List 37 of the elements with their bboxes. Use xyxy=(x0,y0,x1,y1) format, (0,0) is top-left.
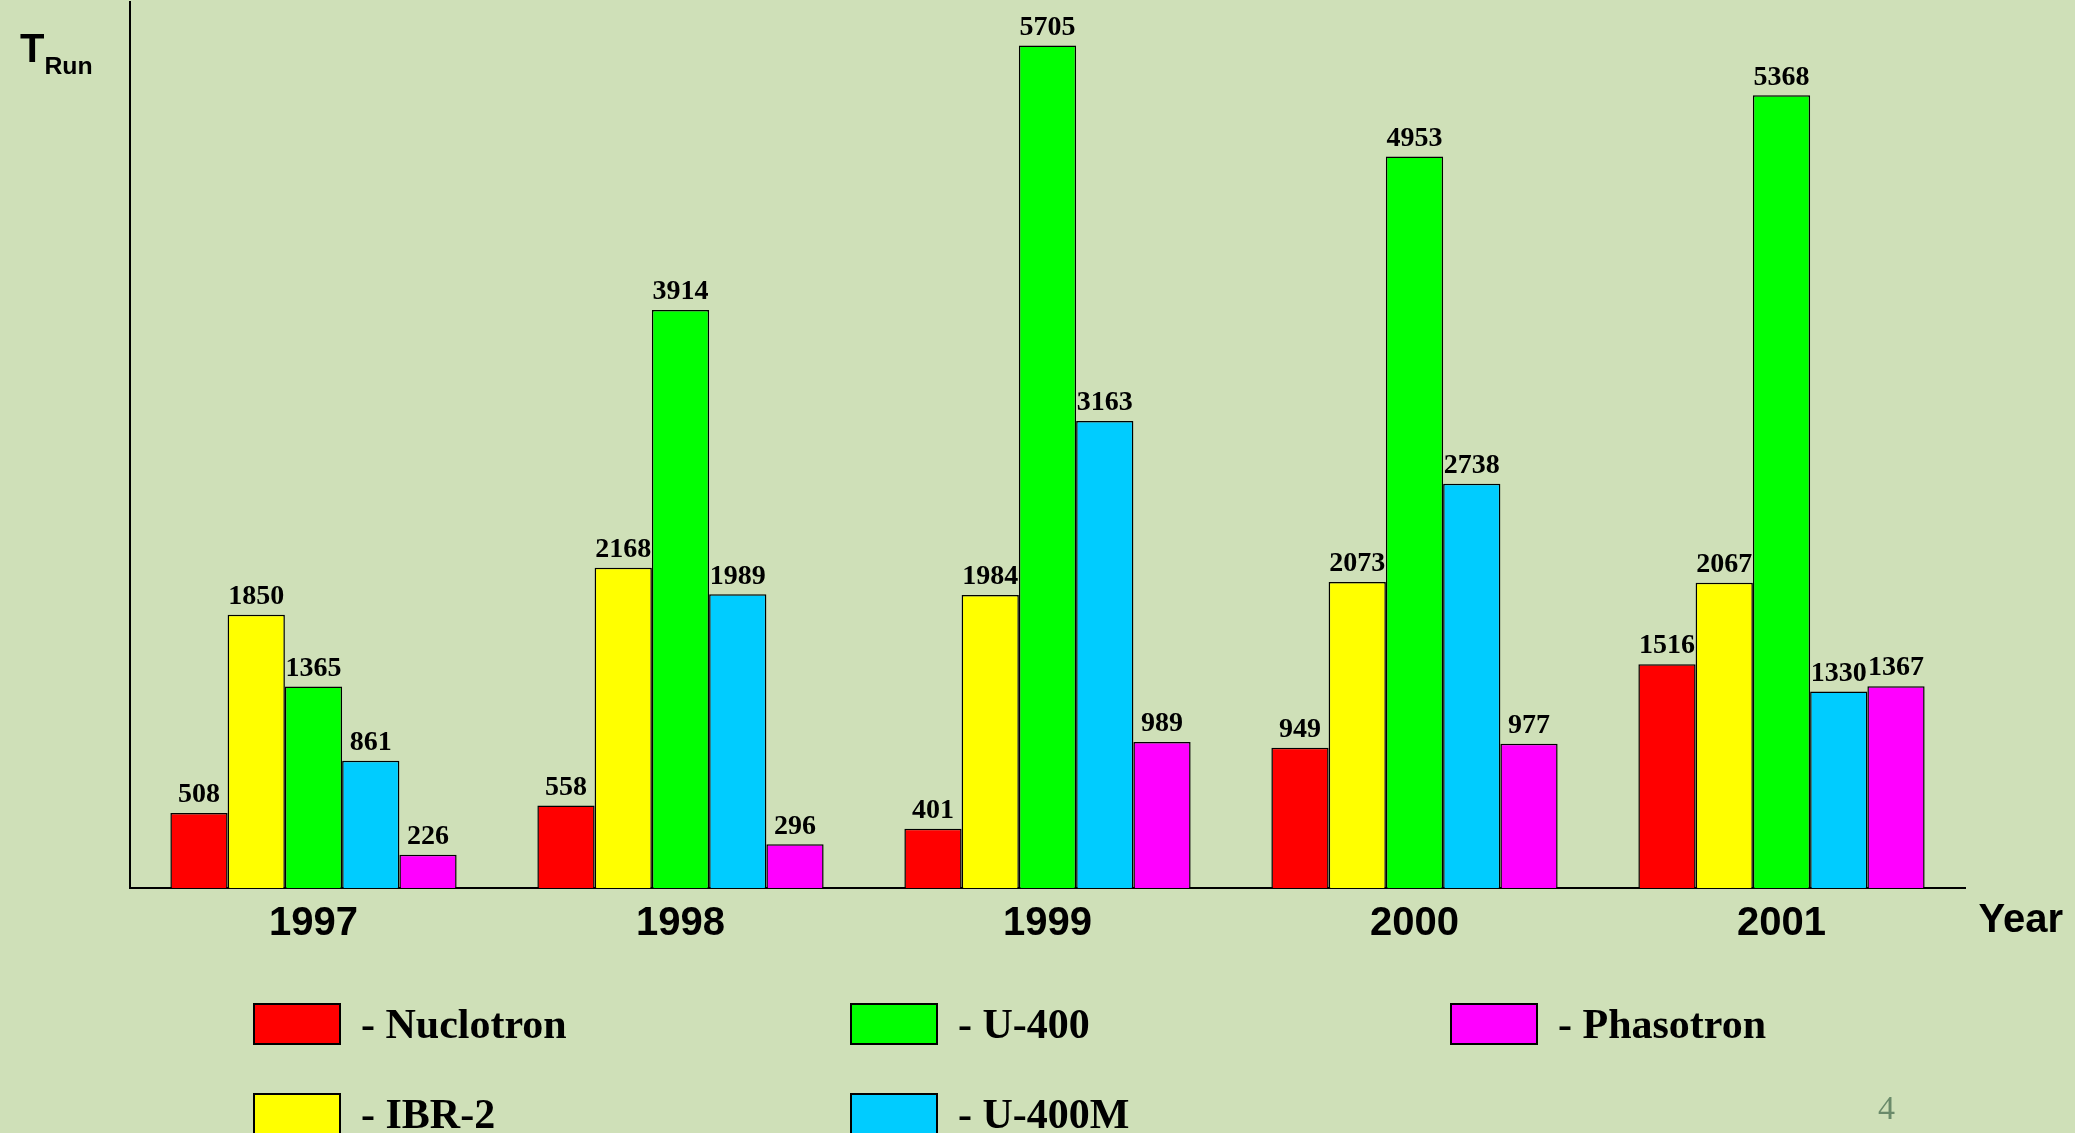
data-label: 1365 xyxy=(285,650,342,682)
text: 4 xyxy=(1878,1089,1895,1127)
data-label: 977 xyxy=(1508,707,1550,739)
data-label: 226 xyxy=(407,818,449,850)
data-label: 508 xyxy=(178,777,220,809)
data-label: 1989 xyxy=(709,558,766,590)
data-label: 3914 xyxy=(652,274,709,306)
x-tick-label: 1999 xyxy=(1003,899,1092,944)
data-label: 1984 xyxy=(962,559,1019,591)
x-tick-label: 2000 xyxy=(1370,899,1459,944)
data-label: 1367 xyxy=(1868,650,1924,682)
legend-label: - U-400 xyxy=(958,1000,1090,1048)
x-tick-label: 1998 xyxy=(636,899,725,944)
data-label: 5368 xyxy=(1753,59,1810,91)
data-label: 558 xyxy=(545,769,587,801)
data-label: 3163 xyxy=(1076,385,1133,417)
data-label: 989 xyxy=(1141,706,1183,738)
data-label: 2738 xyxy=(1443,447,1500,479)
data-label: 2073 xyxy=(1329,546,1386,578)
x-axis-title: Year xyxy=(1978,896,2063,940)
data-label: 2067 xyxy=(1696,547,1753,579)
legend-label: - IBR-2 xyxy=(361,1090,496,1133)
data-label: 4953 xyxy=(1386,120,1443,152)
data-label: 1516 xyxy=(1639,628,1695,660)
data-label: 1330 xyxy=(1810,655,1867,687)
legend-label: - Phasotron xyxy=(1558,1000,1767,1048)
data-label: 5705 xyxy=(1019,9,1076,41)
data-label: 861 xyxy=(349,725,392,757)
data-label: 1850 xyxy=(228,579,285,611)
x-tick-label: 2001 xyxy=(1737,899,1826,944)
legend-label: - U-400M xyxy=(958,1090,1130,1133)
legend-label: - Nuclotron xyxy=(361,1000,567,1048)
data-label: 401 xyxy=(912,793,954,825)
x-tick-label: 1997 xyxy=(269,899,358,944)
data-label: 2168 xyxy=(595,532,652,564)
data-label: 949 xyxy=(1279,712,1321,744)
data-label: 296 xyxy=(774,808,816,840)
